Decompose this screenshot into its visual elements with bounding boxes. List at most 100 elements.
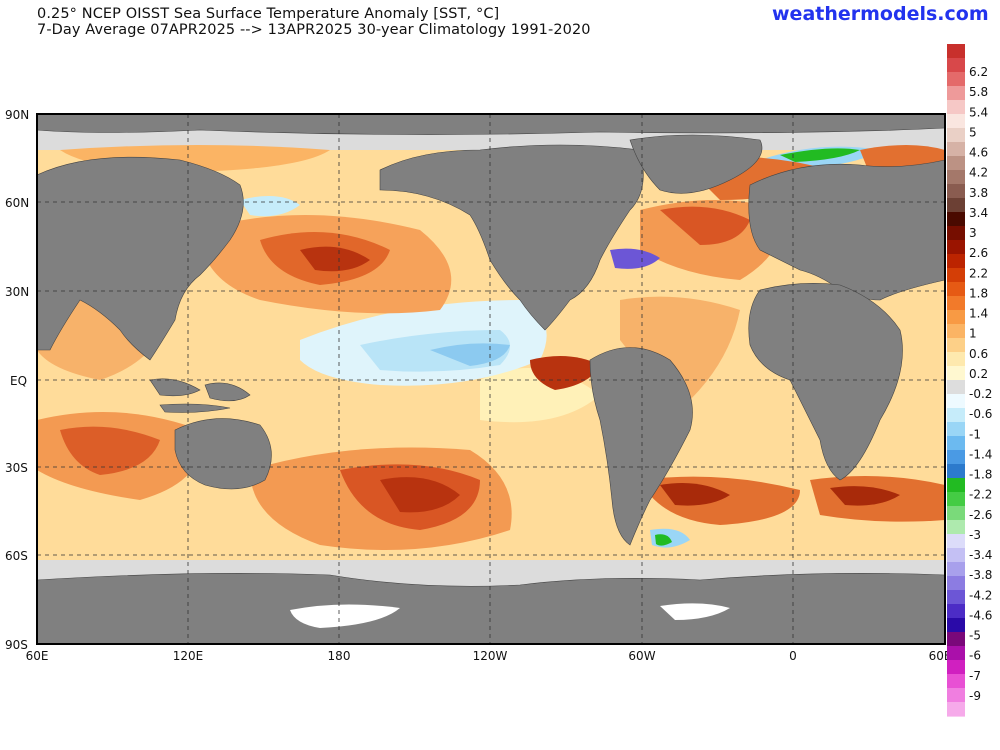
colorbar-swatch <box>947 198 965 213</box>
colorbar-swatch <box>947 562 965 577</box>
colorbar-swatch <box>947 380 965 395</box>
colorbar-tick-label: -3.8 <box>969 568 992 582</box>
colorbar-swatch <box>947 240 965 255</box>
lat-label-90n: 90N <box>5 108 29 122</box>
colorbar-tick-label: -7 <box>969 669 981 683</box>
colorbar-tick-label: 5.8 <box>969 85 988 99</box>
landmass-north-america <box>379 144 644 331</box>
landmass-south-america <box>589 347 693 546</box>
colorbar-tick-label: 5 <box>969 125 977 139</box>
ice-shelf-ross <box>290 604 400 628</box>
colorbar-swatch <box>947 338 965 353</box>
colorbar-tick-label: -1.4 <box>969 447 992 461</box>
colorbar-swatch <box>947 44 965 59</box>
colorbar-swatch <box>947 156 965 171</box>
colorbar-tick-label: 2.6 <box>969 246 988 260</box>
colorbar-swatch <box>947 450 965 465</box>
colorbar-tick-label: 1.8 <box>969 286 988 300</box>
colorbar-swatch <box>947 478 965 493</box>
colorbar-tick-label: 1 <box>969 327 977 341</box>
landmass-africa <box>748 283 903 481</box>
colorbar-tick-label: -3.4 <box>969 548 992 562</box>
lat-label-eq: EQ <box>10 374 27 388</box>
colorbar-swatch <box>947 142 965 157</box>
colorbar-swatch <box>947 394 965 409</box>
lon-label-60w: 60W <box>628 649 655 663</box>
colorbar-swatch <box>947 296 965 311</box>
colorbar-swatch <box>947 618 965 633</box>
longitude-labels: 60E 120E 180 120W 60W 0 60E <box>26 649 952 663</box>
colorbar-swatch <box>947 590 965 605</box>
colorbar-swatch <box>947 632 965 647</box>
map-subtitle: 7-Day Average 07APR2025 --> 13APR2025 30… <box>37 22 591 38</box>
colorbar-swatch <box>947 352 965 367</box>
colorbar-tick-label: -1 <box>969 427 981 441</box>
colorbar-swatch <box>947 492 965 507</box>
colorbar-tick-label: -0.6 <box>969 407 992 421</box>
landmass-greenland <box>629 134 763 194</box>
colorbar-swatch <box>947 660 965 675</box>
colorbar-tick-label: -6 <box>969 649 981 663</box>
colorbar-swatch <box>947 128 965 143</box>
colorbar-swatch <box>947 688 965 703</box>
colorbar-swatch <box>947 534 965 549</box>
map-title: 0.25° NCEP OISST Sea Surface Temperature… <box>37 6 500 22</box>
colorbar-tick-label: -3 <box>969 528 981 542</box>
colorbar-swatch <box>947 212 965 227</box>
colorbar-tick-label: 0.2 <box>969 367 988 381</box>
lon-label-0: 0 <box>789 649 797 663</box>
colorbar-swatch <box>947 604 965 619</box>
colorbar-swatch <box>947 366 965 381</box>
colorbar-swatch <box>947 184 965 199</box>
lat-label-30s: 30S <box>5 461 28 475</box>
lon-label-180: 180 <box>328 649 351 663</box>
colorbar-swatch <box>947 548 965 563</box>
lat-label-60n: 60N <box>5 196 29 210</box>
map-frame <box>36 113 946 645</box>
colorbar-tick-label: -0.2 <box>969 387 992 401</box>
lon-label-60e-right: 60E <box>929 649 952 663</box>
colorbar-swatch <box>947 170 965 185</box>
colorbar-swatch <box>947 422 965 437</box>
colorbar-swatch <box>947 506 965 521</box>
landmass-antarctica <box>37 573 945 644</box>
colorbar-labels: 6.2 5.8 5.4 5 4.6 4.2 3.8 3.4 3 2.6 2.2 1.8 1.4 1 0.6 0… <box>969 65 992 703</box>
colorbar-tick-label: 4.6 <box>969 146 988 160</box>
colorbar-swatches <box>947 44 965 717</box>
colorbar-tick-label: -9 <box>969 689 981 703</box>
ice-shelf-weddell <box>660 603 730 620</box>
colorbar-swatch <box>947 254 965 269</box>
colorbar-tick-label: 1.4 <box>969 307 988 321</box>
colorbar-swatch <box>947 310 965 325</box>
colorbar-tick-label: -4.6 <box>969 608 992 622</box>
colorbar-swatch <box>947 674 965 689</box>
colorbar-tick-label: -1.8 <box>969 468 992 482</box>
colorbar-swatch <box>947 86 965 101</box>
colorbar-tick-label: -5 <box>969 629 981 643</box>
lat-label-60s: 60S <box>5 549 28 563</box>
colorbar-swatch <box>947 58 965 73</box>
lon-label-60e: 60E <box>26 649 49 663</box>
colorbar-swatch <box>947 436 965 451</box>
colorbar-swatch <box>947 576 965 591</box>
latitude-labels: 90N 60N 30N EQ 30S 60S 90S <box>5 108 29 652</box>
colorbar-swatch <box>947 324 965 339</box>
colorbar-swatch <box>947 520 965 535</box>
colorbar-swatch <box>947 464 965 479</box>
colorbar-tick-label: 3.4 <box>969 206 988 220</box>
lon-label-120e: 120E <box>173 649 204 663</box>
colorbar-swatch <box>947 408 965 423</box>
brand-link[interactable]: weathermodels.com <box>772 3 989 25</box>
colorbar-tick-label: 2.2 <box>969 266 988 280</box>
colorbar-tick-label: -2.6 <box>969 508 992 522</box>
colorbar-swatch <box>947 72 965 87</box>
colorbar-swatch <box>947 646 965 661</box>
lon-label-120w: 120W <box>473 649 508 663</box>
colorbar-tick-label: -4.2 <box>969 588 992 602</box>
landmass-eurasia <box>37 156 945 361</box>
landmass-australia <box>174 418 272 490</box>
colorbar-tick-label: 5.4 <box>969 105 988 119</box>
colorbar-swatch <box>947 282 965 297</box>
